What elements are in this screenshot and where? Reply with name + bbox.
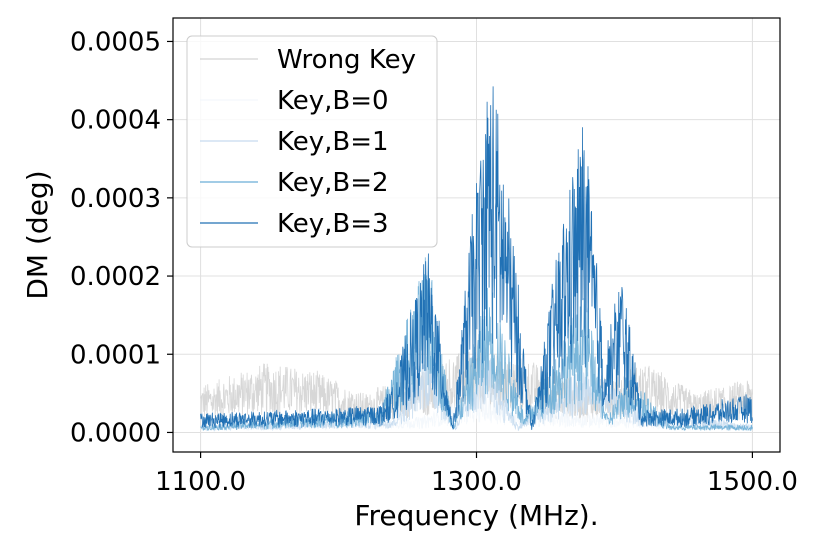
legend: Wrong Key Key,B=0 Key,B=1 Key,B=2 Key,B=3 xyxy=(186,35,438,248)
legend-label-4: Key,B=3 xyxy=(277,209,389,239)
x-tick-label-0: 1100.0 xyxy=(155,467,246,497)
series-lines xyxy=(200,86,753,432)
series-line-4 xyxy=(200,86,753,430)
y-tick-label-0: 0.0000 xyxy=(70,418,161,448)
y-axis-label: DM (deg) xyxy=(21,170,54,299)
y-tick-label-3: 0.0003 xyxy=(70,184,161,214)
y-tick-label-5: 0.0005 xyxy=(70,27,161,57)
series-line-3 xyxy=(200,257,753,432)
x-tick-label-2: 1500.0 xyxy=(707,467,798,497)
x-tick-label-1: 1300.0 xyxy=(431,467,522,497)
x-axis-label: Frequency (MHz). xyxy=(354,499,598,532)
y-tick-label-2: 0.0002 xyxy=(70,262,161,292)
legend-label-2: Key,B=1 xyxy=(277,127,389,157)
y-tick-label-1: 0.0001 xyxy=(70,340,161,370)
legend-label-3: Key,B=2 xyxy=(277,168,389,198)
ticks: 1100.0 1300.0 1500.0 0.0000 0.0001 0.0002 0.00… xyxy=(70,27,798,497)
legend-box xyxy=(186,35,438,248)
y-tick-label-4: 0.0004 xyxy=(70,106,161,136)
legend-label-0: Wrong Key xyxy=(277,45,416,75)
legend-label-1: Key,B=0 xyxy=(277,86,389,116)
